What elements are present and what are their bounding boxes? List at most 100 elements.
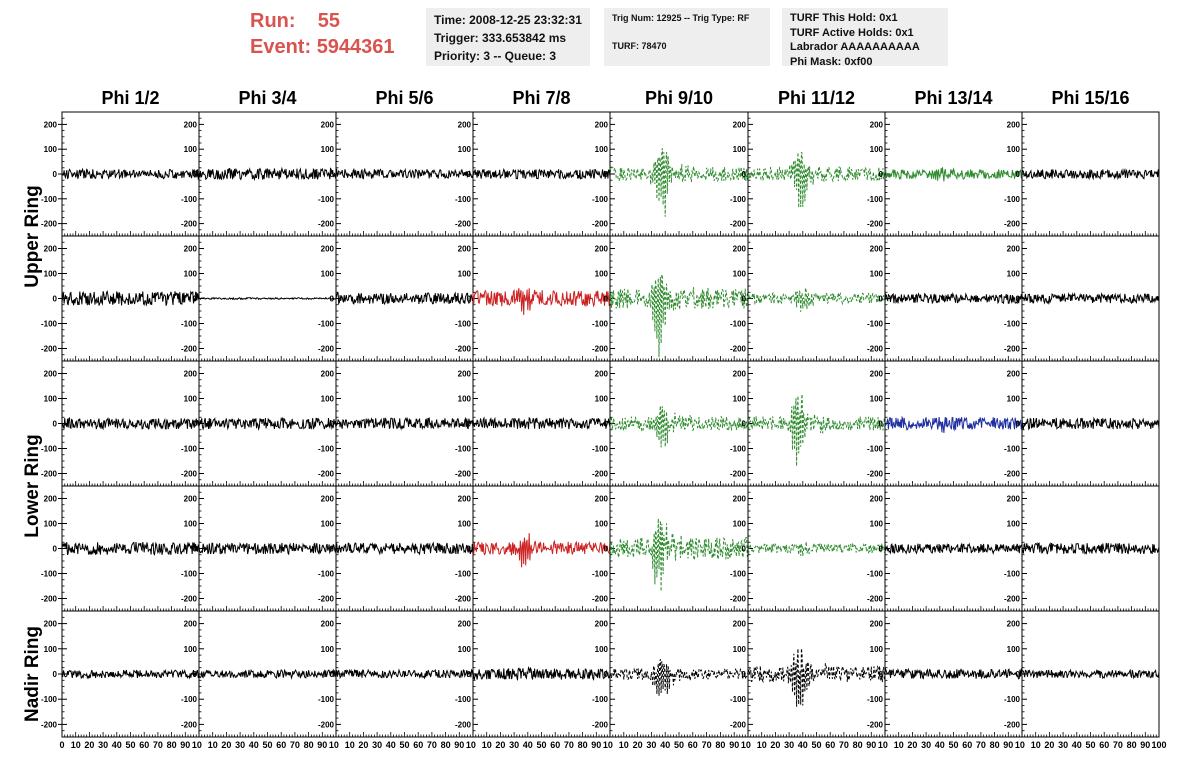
y-tick-label: 100 [321,270,335,279]
y-tick-label: 100 [44,520,58,529]
x-tick-label: 80 [715,740,725,750]
y-tick-label: -100 [592,320,609,329]
y-tick-label: 200 [733,120,747,129]
y-tick-label: 200 [595,620,609,629]
y-tick-label: 0 [604,420,609,429]
y-tick-label: 0 [879,545,884,554]
waveform-r4-c8 [1021,541,1160,555]
waveform-r2-c4 [472,288,611,316]
x-tick-label: 20 [770,740,780,750]
run-value: 55 [317,10,341,32]
waveform-r2-c2 [198,296,337,301]
x-tick-label: 30 [235,740,245,750]
y-tick-label: 100 [1007,395,1021,404]
y-tick-label: 0 [879,295,884,304]
y-tick-label: 0 [53,420,58,429]
y-tick-label: -100 [181,195,198,204]
x-tick-label: 80 [1127,740,1137,750]
y-tick-label: -100 [730,195,747,204]
waveform-r2-c6 [747,287,886,312]
y-tick-label: -200 [181,470,198,479]
y-tick-label: -200 [592,720,609,729]
y-tick-label: -100 [318,195,335,204]
x-tick-label: 90 [454,740,464,750]
y-tick-label: 200 [458,120,472,129]
event-line: Event: 5944361 [250,34,420,60]
y-tick-label: 200 [458,620,472,629]
y-tick-label: 200 [870,495,884,504]
y-tick-label: 200 [733,370,747,379]
x-tick-label: 20 [495,740,505,750]
y-tick-label: -200 [867,720,884,729]
x-tick-label: 50 [536,740,546,750]
y-tick-label: 0 [467,545,472,554]
column-title-8: Phi 15/16 [1051,88,1129,108]
x-tick-label: 80 [578,740,588,750]
y-tick-label: 0 [330,295,335,304]
y-tick-label: 200 [1007,370,1021,379]
y-tick-label: 200 [44,495,58,504]
y-tick-label: -200 [1004,595,1021,604]
y-tick-label: 100 [733,645,747,654]
y-tick-label: 200 [870,245,884,254]
waveform-r1-c3 [335,167,474,180]
waveform-r1-c5 [609,148,749,217]
y-tick-label: -200 [318,595,335,604]
x-tick-label: 80 [167,740,177,750]
timing-info-box: Time: 2008-12-25 23:32:31 Trigger: 333.6… [426,8,590,66]
y-tick-label: 200 [321,370,335,379]
x-tick-label: 100 [1151,740,1166,750]
y-tick-label: -200 [455,220,472,229]
y-tick-label: 0 [467,170,472,179]
waveform-r4-c4 [472,533,611,568]
x-tick-label: 10 [466,740,476,750]
x-tick-label: 70 [427,740,437,750]
waveform-r5-c8 [1021,668,1160,680]
y-tick-label: 100 [44,270,58,279]
y-tick-label: 100 [184,270,198,279]
y-tick-label: 0 [1016,420,1021,429]
waveform-r5-c3 [335,668,474,680]
y-tick-label: 200 [870,370,884,379]
row-label-3: Nadir Ring [22,626,43,722]
y-tick-label: -100 [41,445,58,454]
y-tick-label: -200 [181,595,198,604]
y-tick-label: 0 [742,545,747,554]
waveform-r2-c1 [61,289,200,307]
y-tick-label: -100 [41,570,58,579]
x-tick-label: 90 [1140,740,1150,750]
y-tick-label: 100 [1007,645,1021,654]
x-tick-label: 80 [853,740,863,750]
y-tick-label: -100 [455,320,472,329]
x-tick-label: 30 [372,740,382,750]
y-tick-label: -100 [455,570,472,579]
y-tick-label: 200 [595,495,609,504]
x-tick-label: 70 [702,740,712,750]
y-tick-label: 100 [321,520,335,529]
y-tick-label: -200 [730,595,747,604]
y-tick-label: 200 [870,620,884,629]
y-tick-label: 0 [742,420,747,429]
x-tick-label: 90 [866,740,876,750]
y-tick-label: -100 [181,570,198,579]
y-tick-label: -200 [1004,470,1021,479]
waveform-r1-c7 [884,167,1023,182]
y-tick-label: 200 [458,245,472,254]
waveform-r3-c3 [335,416,474,431]
labrador-text: Labrador AAAAAAAAAA [790,41,920,53]
y-tick-label: 100 [595,145,609,154]
y-tick-label: -100 [867,320,884,329]
event-label: Event: [250,36,312,58]
column-title-4: Phi 7/8 [512,88,570,108]
y-tick-label: 0 [193,545,198,554]
y-tick-label: -100 [1004,695,1021,704]
turf-hold-text: TURF This Hold: 0x1 [790,12,898,24]
y-tick-label: -100 [1004,320,1021,329]
y-tick-label: -100 [867,195,884,204]
run-label: Run: [250,10,296,32]
y-tick-label: 0 [1016,670,1021,679]
y-tick-label: 100 [870,145,884,154]
y-tick-label: -200 [455,720,472,729]
trig-num-text: Trig Num: 12925 -- Trig Type: RF [612,13,750,23]
